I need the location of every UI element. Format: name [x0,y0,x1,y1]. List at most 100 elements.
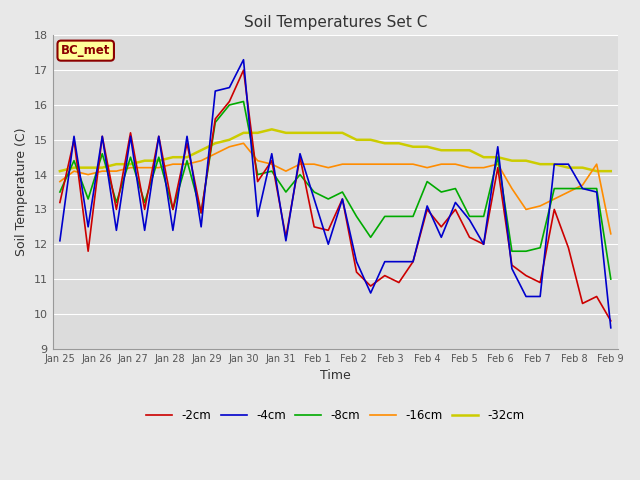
-4cm [197,224,205,230]
-16cm [211,151,219,156]
-4cm [593,189,600,195]
-8cm [268,168,276,174]
-16cm [593,161,600,167]
-16cm [225,144,233,150]
Title: Soil Temperatures Set C: Soil Temperatures Set C [244,15,427,30]
-32cm [169,155,177,160]
-2cm [409,259,417,264]
-4cm [225,84,233,90]
-32cm [522,158,530,164]
-32cm [254,130,262,136]
-4cm [367,290,374,296]
-32cm [239,130,247,136]
-2cm [70,137,78,143]
-2cm [310,224,318,230]
-32cm [339,130,346,136]
-16cm [113,168,120,174]
-4cm [564,161,572,167]
-16cm [466,165,474,170]
-2cm [268,158,276,164]
-2cm [536,280,544,286]
-16cm [70,168,78,174]
-8cm [437,189,445,195]
-4cm [536,294,544,300]
-2cm [353,269,360,275]
-4cm [409,259,417,264]
-8cm [409,214,417,219]
-8cm [310,189,318,195]
-2cm [423,206,431,212]
-2cm [395,280,403,286]
-2cm [579,300,586,306]
-32cm [127,161,134,167]
-8cm [353,214,360,219]
-2cm [84,248,92,254]
Line: -8cm: -8cm [60,101,611,279]
-16cm [339,161,346,167]
-16cm [56,179,64,184]
-32cm [155,158,163,164]
-2cm [169,206,177,212]
-32cm [409,144,417,150]
-32cm [508,158,516,164]
-4cm [579,186,586,192]
-4cm [127,133,134,139]
-16cm [579,182,586,188]
-4cm [56,238,64,244]
-4cm [296,151,304,156]
-4cm [508,266,516,272]
Line: -32cm: -32cm [60,129,611,171]
-32cm [99,165,106,170]
-2cm [127,130,134,136]
-8cm [494,155,502,160]
-8cm [579,186,586,192]
-16cm [409,161,417,167]
-2cm [296,155,304,160]
-4cm [211,88,219,94]
-32cm [113,161,120,167]
-2cm [550,206,558,212]
-32cm [367,137,374,143]
-32cm [353,137,360,143]
-32cm [324,130,332,136]
-4cm [239,57,247,62]
-2cm [225,98,233,104]
-4cm [437,234,445,240]
-2cm [141,206,148,212]
-4cm [310,196,318,202]
-4cm [169,228,177,233]
-8cm [508,248,516,254]
-16cm [550,196,558,202]
-8cm [239,98,247,104]
-8cm [480,214,488,219]
-8cm [324,196,332,202]
-32cm [381,140,388,146]
-32cm [183,155,191,160]
-8cm [452,186,460,192]
-16cm [296,161,304,167]
-16cm [522,206,530,212]
-16cm [494,161,502,167]
-2cm [466,234,474,240]
-16cm [183,161,191,167]
-32cm [564,165,572,170]
-8cm [466,214,474,219]
-16cm [367,161,374,167]
-8cm [282,189,290,195]
-8cm [593,186,600,192]
-16cm [381,161,388,167]
Line: -2cm: -2cm [60,70,611,321]
-4cm [423,203,431,209]
-2cm [437,224,445,230]
-4cm [268,151,276,156]
-32cm [84,165,92,170]
-16cm [480,165,488,170]
-32cm [211,140,219,146]
-2cm [480,241,488,247]
-2cm [324,228,332,233]
-32cm [197,147,205,153]
-4cm [84,224,92,230]
Y-axis label: Soil Temperature (C): Soil Temperature (C) [15,128,28,256]
-2cm [522,273,530,278]
-4cm [155,133,163,139]
